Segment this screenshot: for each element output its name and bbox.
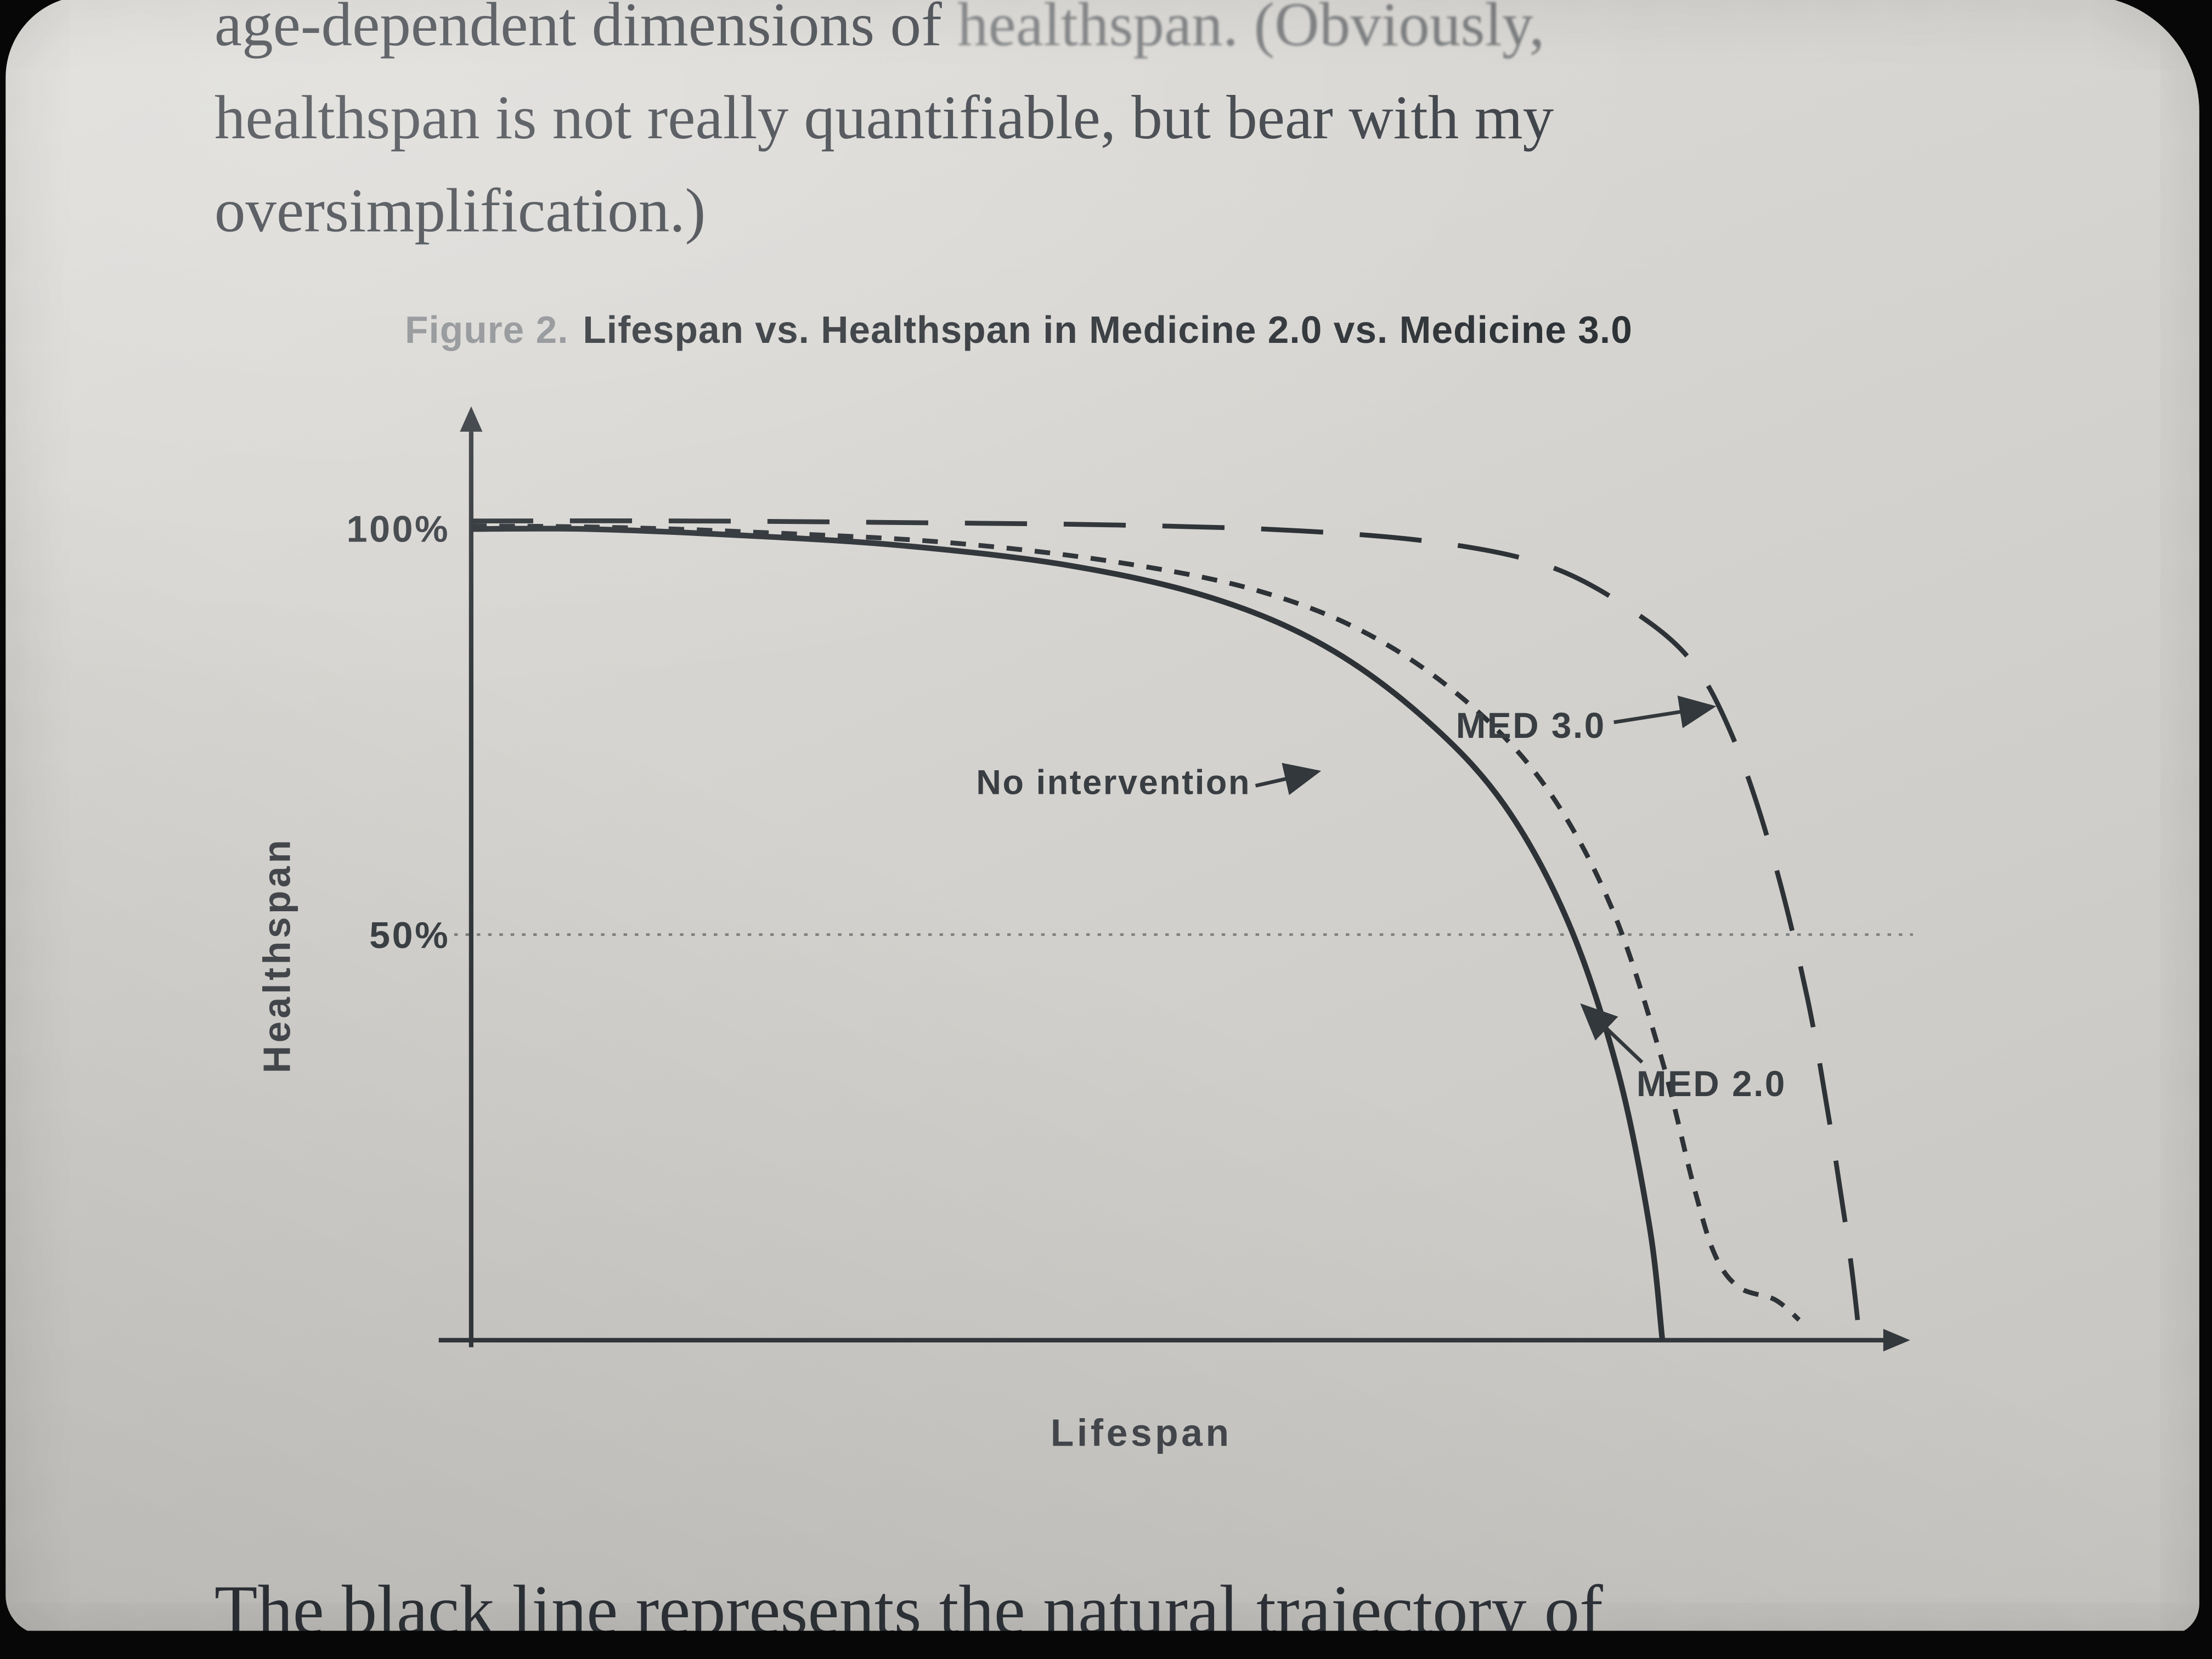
curve-group <box>471 518 1861 1341</box>
med2-arrow <box>1580 1003 1644 1064</box>
ereader-page[interactable]: age-dependent dimensions of healthspan. … <box>5 0 2199 1635</box>
no-intervention-arrow <box>1255 763 1322 795</box>
text-line-2: healthspan is not really quantifiable, b… <box>214 83 1554 153</box>
tick-label-100: 100% <box>346 507 450 550</box>
text-line-3: oversimplification.) <box>214 176 706 246</box>
annotation-med3: MED 3.0 <box>1455 707 1606 747</box>
tick-label-50: 50% <box>369 914 450 957</box>
curve-med-2-0 <box>471 523 1801 1322</box>
x-axis-arrow <box>1883 1329 1910 1352</box>
annotation-no-intervention: No intervention <box>976 764 1251 803</box>
figure-caption-prefix: Figure 2. <box>405 309 569 352</box>
y-axis-arrow <box>460 406 483 432</box>
curve-no-intervention <box>471 526 1666 1341</box>
bezel-bottom-bar <box>0 1630 2212 1659</box>
x-axis-title: Lifespan <box>1050 1412 1232 1455</box>
y-axis-title: Healthspan <box>256 837 298 1074</box>
text-line-1-right: healthspan. (Obviously, <box>957 0 1545 59</box>
text-line-1-left: age-dependent dimensions of <box>214 0 958 59</box>
text-line-1: age-dependent dimensions of healthspan. … <box>215 0 1554 72</box>
med3-arrow <box>1613 695 1717 729</box>
book-text-top: age-dependent dimensions of healthspan. … <box>215 0 1554 258</box>
chart-svg <box>438 406 1913 1352</box>
curve-med-3-0 <box>471 518 1861 1333</box>
book-text-bottom: The black line represents the natural tr… <box>214 1570 1603 1635</box>
figure-caption: Figure 2. Lifespan vs. Healthspan in Medi… <box>405 309 1633 353</box>
annotation-med2: MED 2.0 <box>1636 1065 1786 1105</box>
figure-caption-title: Lifespan vs. Healthspan in Medicine 2.0 … <box>583 309 1633 352</box>
